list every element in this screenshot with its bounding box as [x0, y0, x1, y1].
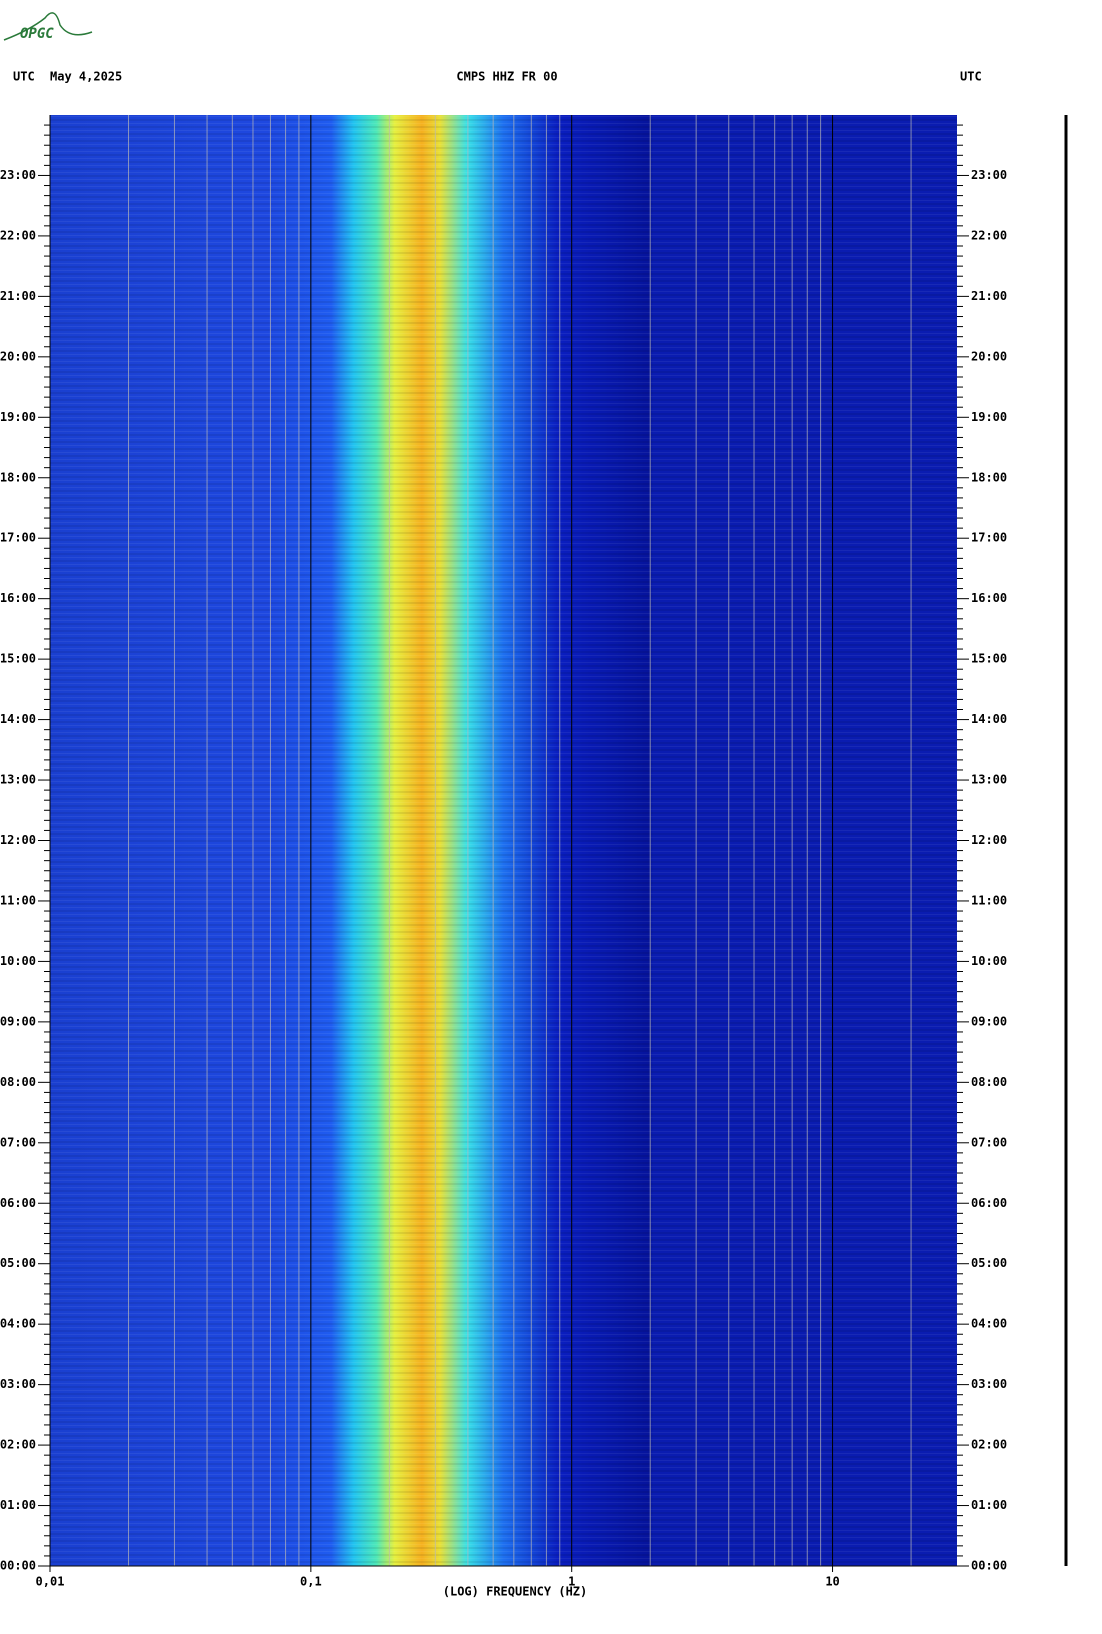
y-tick-label-right: 13:00 [971, 773, 1007, 787]
date: May 4,2025 [50, 70, 122, 84]
left-timezone: UTC [13, 70, 35, 84]
y-tick-label-left: 01:00 [0, 1498, 36, 1512]
y-tick-label-left: 09:00 [0, 1014, 36, 1028]
y-tick-label-left: 04:00 [0, 1317, 36, 1331]
x-tick-label: 10 [825, 1575, 839, 1589]
x-axis-label: (LOG) FREQUENCY (HZ) [443, 1585, 588, 1599]
y-tick-label-right: 19:00 [971, 410, 1007, 424]
y-tick-label-right: 21:00 [971, 289, 1007, 303]
y-tick-label-right: 04:00 [971, 1317, 1007, 1331]
y-tick-label-left: 16:00 [0, 591, 36, 605]
logo-mark [3, 12, 93, 41]
y-tick-label-left: 21:00 [0, 289, 36, 303]
y-tick-label-right: 05:00 [971, 1256, 1007, 1270]
y-tick-label-left: 13:00 [0, 773, 36, 787]
y-tick-label-right: 12:00 [971, 833, 1007, 847]
y-tick-label-right: 03:00 [971, 1377, 1007, 1391]
y-tick-label-left: 18:00 [0, 470, 36, 484]
y-tick-label-left: 22:00 [0, 228, 36, 242]
y-tick-label-right: 14:00 [971, 712, 1007, 726]
y-tick-label-left: 19:00 [0, 410, 36, 424]
y-tick-label-right: 00:00 [971, 1559, 1007, 1573]
y-tick-label-left: 03:00 [0, 1377, 36, 1391]
y-tick-label-right: 10:00 [971, 954, 1007, 968]
y-tick-label-right: 15:00 [971, 652, 1007, 666]
spectrogram-texture [50, 115, 957, 1566]
y-tick-label-left: 17:00 [0, 531, 36, 545]
y-tick-label-right: 02:00 [971, 1438, 1007, 1452]
y-tick-label-right: 09:00 [971, 1014, 1007, 1028]
y-tick-label-right: 06:00 [971, 1196, 1007, 1210]
y-tick-label-right: 01:00 [971, 1498, 1007, 1512]
y-tick-label-left: 06:00 [0, 1196, 36, 1210]
y-tick-label-right: 16:00 [971, 591, 1007, 605]
x-tick-label: 0,01 [36, 1575, 65, 1589]
y-tick-label-right: 08:00 [971, 1075, 1007, 1089]
y-tick-label-left: 05:00 [0, 1256, 36, 1270]
y-tick-label-left: 15:00 [0, 652, 36, 666]
y-tick-label-right: 18:00 [971, 470, 1007, 484]
y-tick-label-left: 00:00 [0, 1559, 36, 1573]
logo: OPGC [20, 26, 54, 42]
x-tick-label: 1 [568, 1575, 575, 1589]
y-tick-label-right: 20:00 [971, 349, 1007, 363]
y-tick-label-left: 02:00 [0, 1438, 36, 1452]
y-tick-label-right: 22:00 [971, 228, 1007, 242]
right-timezone: UTC [960, 70, 982, 84]
y-tick-label-left: 10:00 [0, 954, 36, 968]
y-tick-label-right: 07:00 [971, 1135, 1007, 1149]
y-tick-label-left: 20:00 [0, 349, 36, 363]
x-tick-label: 0,1 [300, 1575, 322, 1589]
y-tick-label-right: 23:00 [971, 168, 1007, 182]
chart-title: CMPS HHZ FR 00 [456, 70, 557, 84]
y-tick-label-left: 08:00 [0, 1075, 36, 1089]
y-tick-label-left: 12:00 [0, 833, 36, 847]
y-tick-label-right: 11:00 [971, 893, 1007, 907]
y-tick-label-left: 07:00 [0, 1135, 36, 1149]
y-tick-label-left: 23:00 [0, 168, 36, 182]
y-tick-label-right: 17:00 [971, 531, 1007, 545]
y-tick-label-left: 14:00 [0, 712, 36, 726]
y-tick-label-left: 11:00 [0, 893, 36, 907]
